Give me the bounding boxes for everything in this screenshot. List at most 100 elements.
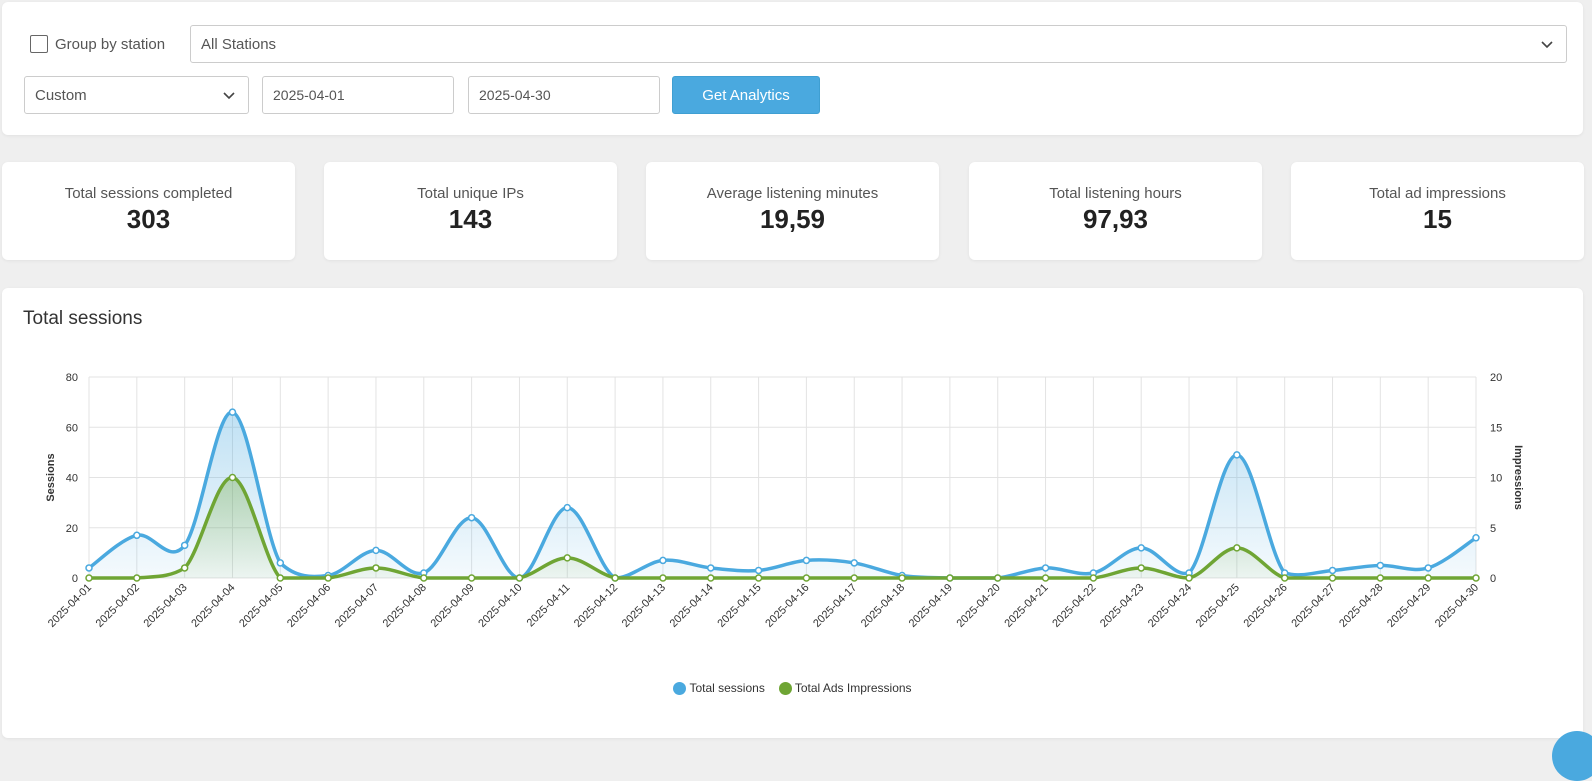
x-tick-label: 2025-04-05	[237, 582, 285, 630]
x-tick-label: 2025-04-28	[1337, 582, 1385, 630]
data-point	[563, 554, 572, 562]
stat-value: 15	[1423, 204, 1452, 234]
data-point	[1233, 451, 1241, 459]
data-point	[85, 564, 93, 572]
stat-label: Total sessions completed	[64, 185, 233, 202]
y-tick-label: 80	[66, 372, 78, 384]
data-point	[707, 564, 715, 572]
data-point	[754, 566, 763, 575]
date-to-input[interactable]	[468, 76, 660, 114]
data-point	[1376, 574, 1385, 582]
data-point	[1472, 574, 1480, 582]
data-point	[1328, 574, 1337, 582]
legend-item-sessions[interactable]: Total sessions	[673, 681, 765, 695]
help-chat-button[interactable]	[1552, 731, 1592, 781]
data-point	[228, 408, 237, 416]
data-point	[1472, 534, 1480, 542]
chart-title: Total sessions	[23, 308, 143, 329]
x-tick-label: 2025-04-21	[1002, 582, 1050, 630]
data-point	[276, 574, 285, 582]
data-point	[133, 574, 141, 582]
get-analytics-button[interactable]: Get Analytics	[672, 76, 820, 114]
y2-axis-title: Impressions	[1512, 445, 1524, 510]
sessions-chart-card: Total sessions 0 20 40 60 80 0 5 10 15 20 2025-04-…	[2, 288, 1583, 738]
data-point	[1424, 574, 1432, 582]
stat-card-ad-impressions: Total ad impressions 15	[1291, 162, 1584, 260]
data-point	[1280, 574, 1289, 582]
data-point	[802, 556, 811, 565]
stat-value: 303	[126, 204, 171, 234]
data-point	[1137, 564, 1145, 572]
chart-legend: Total sessions Total Ads Impressions	[2, 681, 1583, 695]
data-point	[850, 559, 858, 567]
y2-tick-label: 5	[1490, 523, 1496, 535]
y2-tick-label: 10	[1490, 473, 1502, 485]
data-point	[850, 574, 858, 582]
chevron-down-icon	[1541, 41, 1553, 49]
data-point	[515, 574, 524, 582]
data-point	[180, 564, 189, 572]
data-point	[659, 574, 667, 582]
data-point	[372, 546, 380, 555]
x-tick-label: 2025-04-14	[668, 582, 716, 630]
data-point	[276, 559, 285, 567]
data-point	[420, 574, 428, 582]
x-tick-label: 2025-04-08	[381, 582, 429, 630]
y2-tick-label: 20	[1490, 372, 1502, 384]
x-tick-label: 2025-04-04	[189, 582, 237, 630]
x-tick-label: 2025-04-03	[141, 582, 189, 630]
stat-label: Total ad impressions	[1369, 185, 1506, 202]
stat-value: 19,59	[759, 204, 826, 234]
series-area	[89, 477, 1476, 578]
data-point	[228, 473, 237, 482]
data-point	[372, 564, 380, 572]
stat-card-listening-hours: Total listening hours 97,93	[969, 162, 1262, 260]
date-range-select[interactable]: Custom	[24, 76, 249, 114]
stat-card-unique-ips: Total unique IPs 143	[324, 162, 617, 260]
data-point	[1424, 564, 1432, 572]
chevron-down-icon	[223, 92, 235, 100]
date-from-input[interactable]	[262, 76, 454, 114]
data-point	[1233, 544, 1241, 552]
group-by-station-label: Group by station	[55, 35, 166, 53]
stat-label: Average listening minutes	[706, 185, 879, 202]
legend-label: Total Ads Impressions	[794, 681, 912, 695]
y-tick-label: 20	[66, 523, 78, 535]
y2-tick-label: 0	[1490, 573, 1496, 585]
x-tick-label: 2025-04-17	[811, 582, 859, 630]
data-point	[993, 574, 1002, 582]
stat-card-sessions: Total sessions completed 303	[2, 162, 295, 260]
x-tick-label: 2025-04-13	[620, 582, 668, 630]
x-tick-label: 2025-04-11	[525, 582, 573, 630]
data-point	[133, 531, 141, 540]
x-tick-label: 2025-04-23	[1098, 582, 1146, 630]
x-tick-label: 2025-04-12	[572, 582, 620, 630]
data-point	[85, 574, 93, 582]
legend-label: Total sessions	[689, 681, 765, 695]
x-tick-label: 2025-04-07	[333, 582, 381, 630]
y-tick-label: 60	[66, 422, 78, 434]
data-point	[563, 503, 572, 512]
data-point	[1185, 574, 1193, 582]
legend-item-impressions[interactable]: Total Ads Impressions	[778, 681, 912, 695]
legend-swatch	[673, 681, 687, 695]
x-tick-label: 2025-04-16	[763, 582, 811, 630]
station-select[interactable]: All Stations	[190, 25, 1567, 63]
data-point	[1041, 574, 1050, 582]
group-by-station-checkbox[interactable]	[30, 35, 48, 53]
data-point	[707, 574, 715, 582]
filters-panel: Group by station All Stations Custom Get…	[2, 2, 1583, 135]
data-point	[1328, 566, 1337, 575]
y-tick-label: 0	[72, 573, 78, 585]
x-tick-label: 2025-04-02	[94, 582, 142, 630]
data-point	[324, 574, 332, 582]
stat-value: 97,93	[1082, 204, 1149, 234]
station-select-value: All Stations	[201, 35, 277, 53]
x-tick-label: 2025-04-22	[1050, 582, 1098, 630]
data-point	[754, 574, 763, 582]
date-range-select-value: Custom	[35, 86, 87, 104]
y-axis-title: Sessions	[45, 453, 57, 501]
group-by-station-toggle[interactable]: Group by station	[30, 35, 165, 53]
data-point	[180, 541, 189, 550]
